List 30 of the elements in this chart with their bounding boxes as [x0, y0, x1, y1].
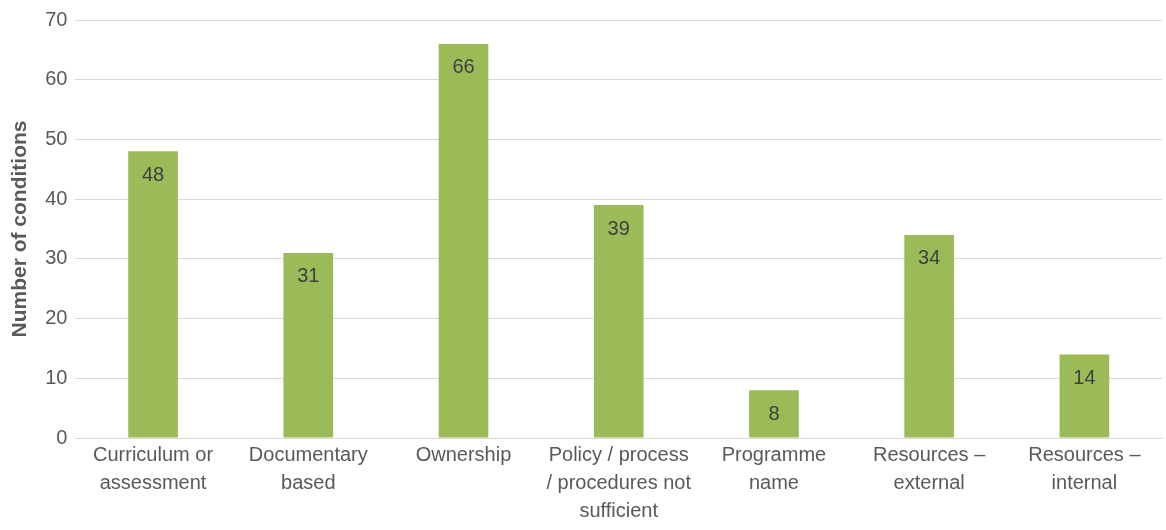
bar	[593, 205, 644, 438]
x-tick-label: Documentary based	[248, 442, 368, 493]
x-tick-label: Curriculum or assessment	[93, 442, 214, 493]
data-label: 34	[918, 246, 941, 269]
x-tick-label: Resources – internal	[1028, 442, 1142, 493]
bar	[438, 43, 489, 438]
bar	[283, 252, 334, 438]
y-tick-label: 50	[45, 126, 68, 149]
bar	[1059, 354, 1110, 438]
bar	[749, 390, 799, 438]
y-tick-label: 40	[45, 186, 68, 209]
y-tick-label: 60	[45, 67, 68, 90]
y-tick-label: 10	[45, 365, 68, 388]
y-tick-label: 70	[45, 7, 68, 30]
y-tick-label: 0	[56, 425, 68, 448]
bar	[904, 234, 954, 438]
x-tick-label: Programme name	[721, 442, 827, 493]
data-label: 66	[452, 55, 475, 78]
x-tick-label: Policy / process / procedures not sufficient	[546, 442, 692, 521]
y-tick-label: 20	[45, 306, 68, 329]
data-label: 14	[1073, 365, 1096, 388]
x-tick-label: Ownership	[415, 442, 512, 465]
data-label: 48	[141, 162, 165, 185]
y-axis-title: Number of conditions	[7, 120, 31, 338]
data-label: 8	[768, 401, 780, 424]
bar	[128, 151, 178, 438]
y-tick-label: 30	[45, 246, 68, 269]
x-tick-label: Resources – external	[873, 442, 987, 493]
data-label: 31	[297, 264, 320, 287]
data-label: 39	[607, 216, 630, 239]
